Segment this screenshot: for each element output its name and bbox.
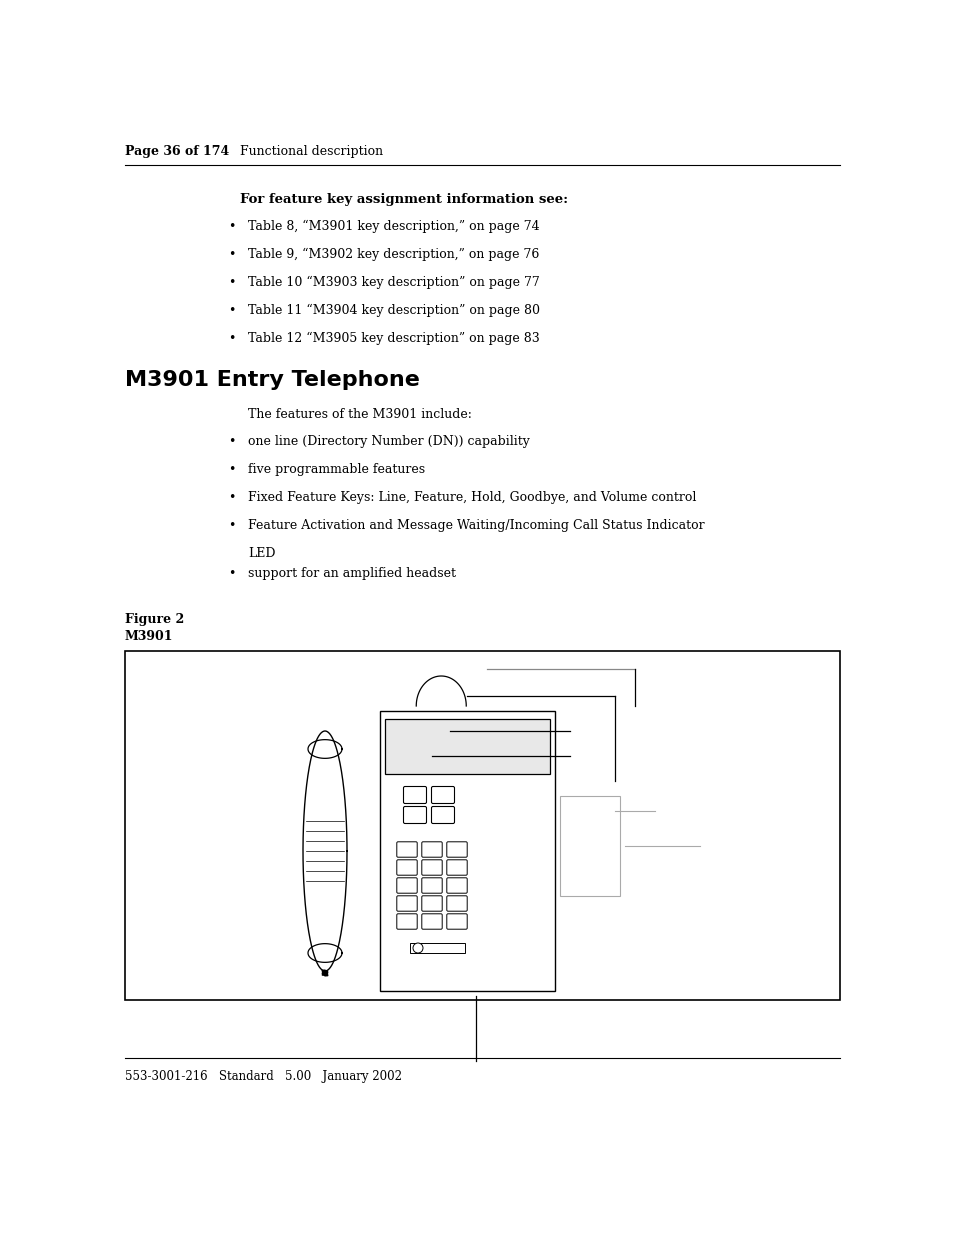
Text: •: • bbox=[228, 463, 235, 475]
Text: M3901: M3901 bbox=[125, 630, 173, 643]
FancyBboxPatch shape bbox=[396, 842, 416, 857]
Text: Figure 2: Figure 2 bbox=[125, 613, 184, 626]
Text: Page 36 of 174: Page 36 of 174 bbox=[125, 144, 229, 158]
Text: Table 8, “M3901 key description,” on page 74: Table 8, “M3901 key description,” on pag… bbox=[248, 220, 539, 233]
Text: five programmable features: five programmable features bbox=[248, 463, 425, 475]
FancyBboxPatch shape bbox=[446, 895, 467, 911]
FancyBboxPatch shape bbox=[446, 914, 467, 929]
Bar bbox=[125, 651, 840, 1000]
Text: •: • bbox=[228, 492, 235, 504]
FancyBboxPatch shape bbox=[403, 787, 426, 804]
FancyBboxPatch shape bbox=[421, 842, 442, 857]
Bar bbox=[385, 719, 550, 774]
FancyBboxPatch shape bbox=[431, 806, 454, 824]
FancyBboxPatch shape bbox=[396, 895, 416, 911]
Bar bbox=[559, 797, 619, 897]
Text: Functional description: Functional description bbox=[240, 144, 383, 158]
Text: •: • bbox=[228, 220, 235, 233]
Text: For feature key assignment information see:: For feature key assignment information s… bbox=[240, 193, 568, 206]
FancyBboxPatch shape bbox=[421, 860, 442, 876]
FancyBboxPatch shape bbox=[396, 878, 416, 893]
Text: LED: LED bbox=[248, 547, 275, 559]
Text: M3901 Entry Telephone: M3901 Entry Telephone bbox=[125, 370, 419, 390]
Text: •: • bbox=[228, 519, 235, 532]
Text: 553-3001-216   Standard   5.00   January 2002: 553-3001-216 Standard 5.00 January 2002 bbox=[125, 1070, 401, 1083]
Bar bbox=[410, 944, 464, 953]
FancyBboxPatch shape bbox=[446, 842, 467, 857]
Circle shape bbox=[413, 944, 422, 953]
Text: one line (Directory Number (DN)) capability: one line (Directory Number (DN)) capabil… bbox=[248, 435, 529, 448]
Text: •: • bbox=[228, 304, 235, 317]
Text: Fixed Feature Keys: Line, Feature, Hold, Goodbye, and Volume control: Fixed Feature Keys: Line, Feature, Hold,… bbox=[248, 492, 696, 504]
FancyBboxPatch shape bbox=[446, 860, 467, 876]
Text: •: • bbox=[228, 275, 235, 289]
Text: Table 11 “M3904 key description” on page 80: Table 11 “M3904 key description” on page… bbox=[248, 304, 539, 317]
FancyBboxPatch shape bbox=[446, 878, 467, 893]
Text: The features of the M3901 include:: The features of the M3901 include: bbox=[248, 408, 472, 421]
Text: •: • bbox=[228, 332, 235, 345]
Bar bbox=[379, 711, 555, 990]
Text: •: • bbox=[228, 435, 235, 448]
Text: Table 10 “M3903 key description” on page 77: Table 10 “M3903 key description” on page… bbox=[248, 275, 539, 289]
FancyBboxPatch shape bbox=[421, 895, 442, 911]
FancyBboxPatch shape bbox=[396, 860, 416, 876]
Text: •: • bbox=[228, 567, 235, 580]
Text: support for an amplified headset: support for an amplified headset bbox=[248, 567, 456, 580]
FancyBboxPatch shape bbox=[431, 787, 454, 804]
FancyBboxPatch shape bbox=[421, 914, 442, 929]
FancyBboxPatch shape bbox=[396, 914, 416, 929]
FancyBboxPatch shape bbox=[421, 878, 442, 893]
Text: Feature Activation and Message Waiting/Incoming Call Status Indicator: Feature Activation and Message Waiting/I… bbox=[248, 519, 704, 532]
Text: Table 9, “M3902 key description,” on page 76: Table 9, “M3902 key description,” on pag… bbox=[248, 248, 538, 262]
FancyBboxPatch shape bbox=[403, 806, 426, 824]
Text: •: • bbox=[228, 248, 235, 261]
Text: Table 12 “M3905 key description” on page 83: Table 12 “M3905 key description” on page… bbox=[248, 332, 539, 346]
